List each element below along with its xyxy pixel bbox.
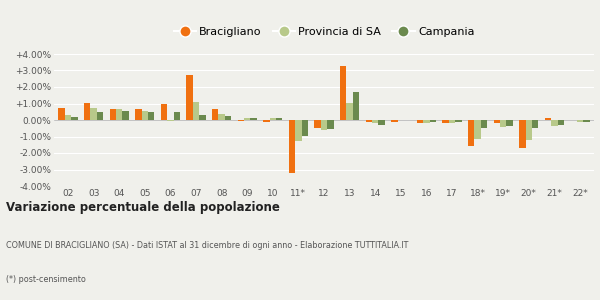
- Bar: [250, 118, 257, 120]
- Bar: [551, 120, 557, 126]
- Bar: [244, 118, 250, 120]
- Bar: [557, 120, 564, 125]
- Bar: [353, 92, 359, 120]
- Bar: [423, 120, 430, 123]
- Bar: [468, 120, 475, 146]
- Text: COMUNE DI BRACIGLIANO (SA) - Dati ISTAT al 31 dicembre di ogni anno - Elaborazio: COMUNE DI BRACIGLIANO (SA) - Dati ISTAT …: [6, 241, 409, 250]
- Bar: [269, 118, 276, 120]
- Bar: [365, 120, 372, 122]
- Bar: [340, 65, 346, 120]
- Bar: [84, 103, 91, 120]
- Bar: [238, 120, 244, 121]
- Bar: [173, 112, 180, 120]
- Bar: [506, 120, 513, 126]
- Bar: [417, 120, 423, 123]
- Bar: [199, 115, 206, 120]
- Bar: [187, 75, 193, 120]
- Bar: [391, 120, 398, 122]
- Bar: [321, 120, 327, 130]
- Bar: [481, 120, 487, 128]
- Bar: [577, 120, 583, 122]
- Bar: [442, 120, 449, 123]
- Bar: [218, 114, 225, 120]
- Bar: [455, 120, 461, 122]
- Bar: [148, 112, 154, 120]
- Bar: [212, 109, 218, 120]
- Text: Variazione percentuale della popolazione: Variazione percentuale della popolazione: [6, 202, 280, 214]
- Bar: [91, 108, 97, 120]
- Bar: [58, 108, 65, 120]
- Bar: [314, 120, 321, 128]
- Bar: [225, 116, 231, 120]
- Bar: [327, 120, 334, 129]
- Bar: [167, 120, 173, 121]
- Bar: [494, 120, 500, 123]
- Bar: [372, 120, 379, 123]
- Bar: [289, 120, 295, 173]
- Bar: [71, 117, 77, 120]
- Bar: [532, 120, 538, 128]
- Bar: [116, 109, 122, 120]
- Bar: [142, 111, 148, 120]
- Bar: [110, 109, 116, 120]
- Bar: [302, 120, 308, 136]
- Bar: [276, 118, 283, 120]
- Bar: [193, 102, 199, 120]
- Bar: [263, 120, 269, 122]
- Bar: [135, 109, 142, 120]
- Bar: [583, 120, 590, 122]
- Bar: [379, 120, 385, 125]
- Bar: [519, 120, 526, 148]
- Bar: [545, 118, 551, 120]
- Bar: [475, 120, 481, 139]
- Bar: [295, 120, 302, 141]
- Bar: [122, 111, 129, 120]
- Bar: [430, 120, 436, 122]
- Bar: [500, 120, 506, 127]
- Legend: Bracigliano, Provincia di SA, Campania: Bracigliano, Provincia di SA, Campania: [169, 22, 479, 41]
- Bar: [526, 120, 532, 140]
- Bar: [346, 103, 353, 120]
- Bar: [65, 115, 71, 120]
- Bar: [97, 112, 103, 120]
- Bar: [161, 103, 167, 120]
- Bar: [449, 120, 455, 123]
- Text: (*) post-censimento: (*) post-censimento: [6, 275, 86, 284]
